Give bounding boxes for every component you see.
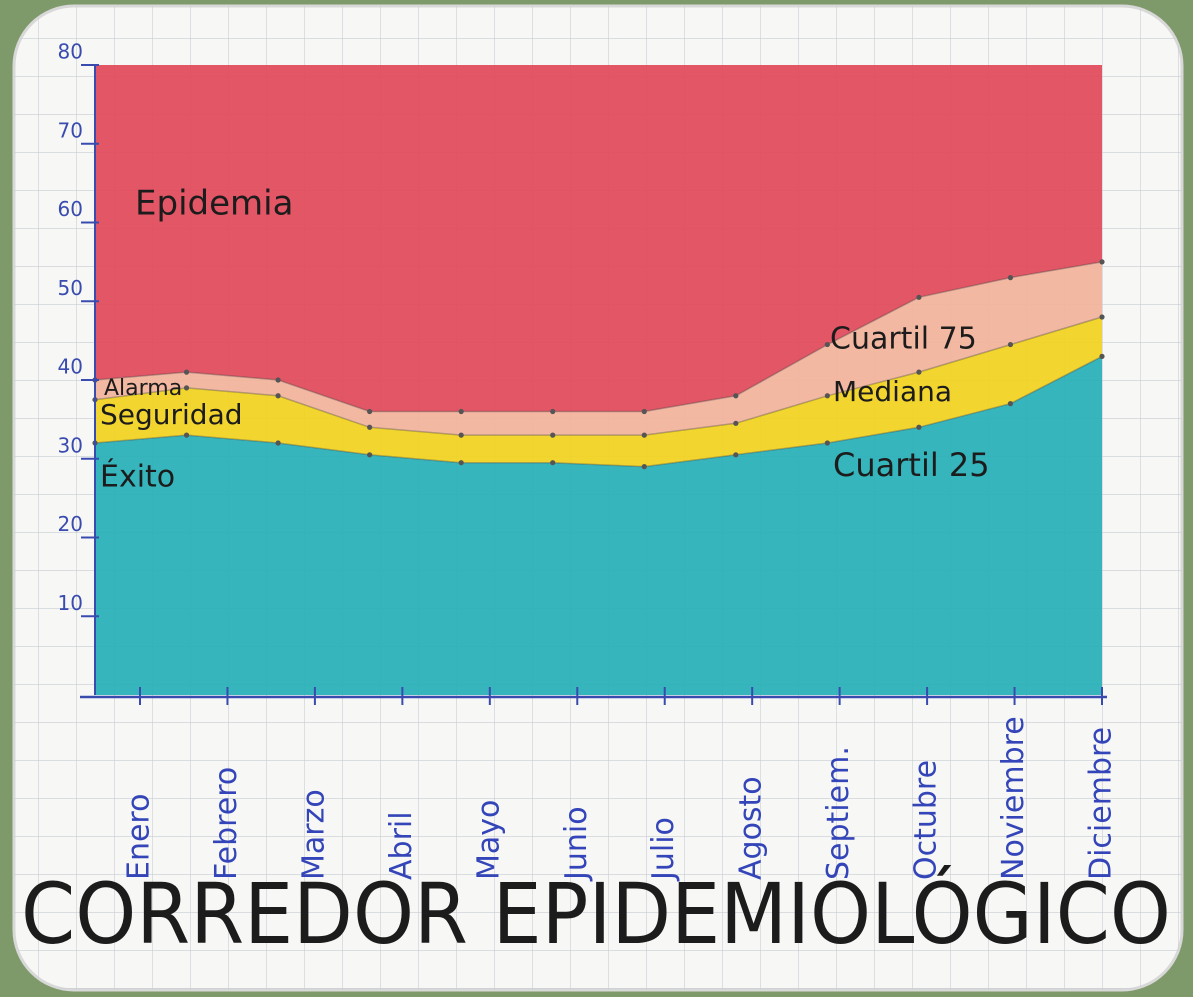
data-point (642, 409, 647, 414)
data-point (275, 440, 280, 445)
zone-label: Éxito (100, 459, 175, 495)
x-tick-label: Octubre (909, 760, 944, 880)
zone-label: Epidemia (135, 184, 293, 224)
line-label: Mediana (833, 375, 952, 408)
y-tick-label: 50 (58, 276, 83, 300)
data-point (825, 440, 830, 445)
data-point (367, 452, 372, 457)
data-point (459, 409, 464, 414)
y-tick-label: 80 (58, 40, 83, 64)
line-label: Cuartil 25 (833, 446, 990, 484)
data-point (184, 370, 189, 375)
y-tick-label: 40 (58, 355, 83, 379)
data-point (459, 433, 464, 438)
y-tick-label: 30 (58, 433, 83, 457)
data-point (1099, 354, 1104, 359)
data-point (642, 464, 647, 469)
data-point (733, 421, 738, 426)
data-point (733, 452, 738, 457)
y-tick-label: 60 (58, 197, 83, 221)
data-point (733, 393, 738, 398)
data-point (275, 393, 280, 398)
data-point (1008, 342, 1013, 347)
data-point (1008, 401, 1013, 406)
zone-label: Seguridad (100, 398, 243, 431)
data-point (1008, 275, 1013, 280)
data-point (916, 370, 921, 375)
data-point (825, 393, 830, 398)
x-tick-label: Septiem. (821, 746, 856, 880)
data-point (550, 460, 555, 465)
data-point (550, 409, 555, 414)
x-tick-label: Febrero (209, 767, 244, 880)
chart-title: CORREDOR EPIDEMIOLÓGICO (21, 865, 1171, 963)
y-tick-label: 10 (58, 591, 83, 615)
x-tick-label: Diciembre (1084, 727, 1119, 880)
line-label: Cuartil 75 (830, 322, 977, 357)
data-point (1099, 314, 1104, 319)
data-point (367, 409, 372, 414)
data-point (367, 425, 372, 430)
x-tick-label: Noviembre (996, 716, 1031, 880)
y-tick-label: 20 (58, 512, 83, 536)
data-point (275, 377, 280, 382)
data-point (184, 385, 189, 390)
y-tick-label: 70 (58, 118, 83, 142)
data-point (916, 425, 921, 430)
data-point (184, 433, 189, 438)
chart: 1020304050607080EneroFebreroMarzoAbrilMa… (0, 0, 1193, 997)
data-point (550, 433, 555, 438)
data-point (916, 295, 921, 300)
data-point (459, 460, 464, 465)
data-point (642, 433, 647, 438)
data-point (1099, 259, 1104, 264)
